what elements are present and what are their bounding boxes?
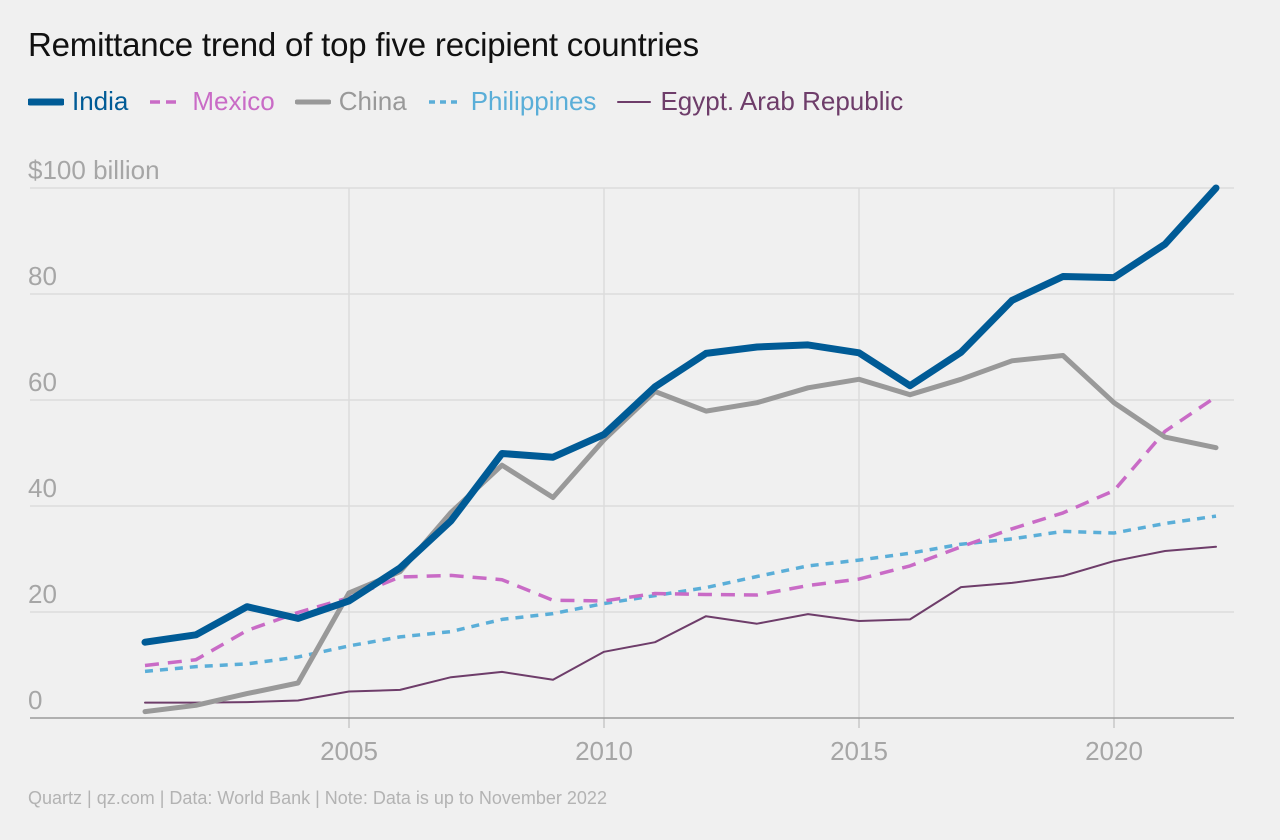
chart-title: Remittance trend of top five recipient c…	[28, 26, 699, 63]
legend-item: India	[28, 86, 128, 117]
legend-label: China	[338, 86, 407, 116]
legend-swatch	[28, 98, 64, 105]
legend-swatch	[150, 99, 183, 104]
legend-swatch	[617, 100, 652, 103]
series-line-mexico	[144, 395, 1217, 668]
y-tick-label: 60	[28, 367, 57, 397]
x-tick-label: 2010	[575, 736, 633, 766]
legend-label: Egypt. Arab Republic	[660, 86, 904, 116]
legend-swatch	[428, 99, 461, 104]
x-tick-label: 2005	[320, 736, 378, 766]
series-lines	[141, 184, 1220, 715]
legend-item: China	[294, 86, 407, 117]
series-line-philippines	[144, 514, 1217, 674]
source-footer: Quartz | qz.com | Data: World Bank | Not…	[28, 788, 607, 808]
x-tick-label: 2015	[830, 736, 888, 766]
chart-legend: India Mexico China Philippines Egypt. Arab R…	[28, 86, 923, 117]
legend-label: India	[72, 86, 129, 116]
series-line-egypt-arab-republic	[144, 545, 1217, 704]
x-axis-ticks: 2005 2010 2015 2020	[320, 718, 1143, 766]
legend-label: Mexico	[192, 86, 275, 116]
y-axis-ticks: 0 20 40 60 80 $100 billion	[28, 155, 160, 715]
y-tick-label: 80	[28, 261, 57, 291]
series-line-china	[142, 353, 1219, 715]
legend-item: Egypt. Arab Republic	[616, 86, 903, 117]
y-tick-label: $100 billion	[28, 155, 160, 185]
legend-label: Philippines	[470, 86, 597, 116]
x-tick-label: 2020	[1085, 736, 1143, 766]
grid-lines	[30, 187, 1234, 718]
y-tick-label: 20	[28, 579, 57, 609]
y-tick-label: 40	[28, 473, 57, 503]
y-tick-label: 0	[28, 685, 42, 715]
legend-item: Mexico	[148, 86, 275, 117]
legend-swatch	[294, 99, 331, 104]
legend-item: Philippines	[427, 86, 597, 117]
series-line-india	[141, 184, 1220, 646]
